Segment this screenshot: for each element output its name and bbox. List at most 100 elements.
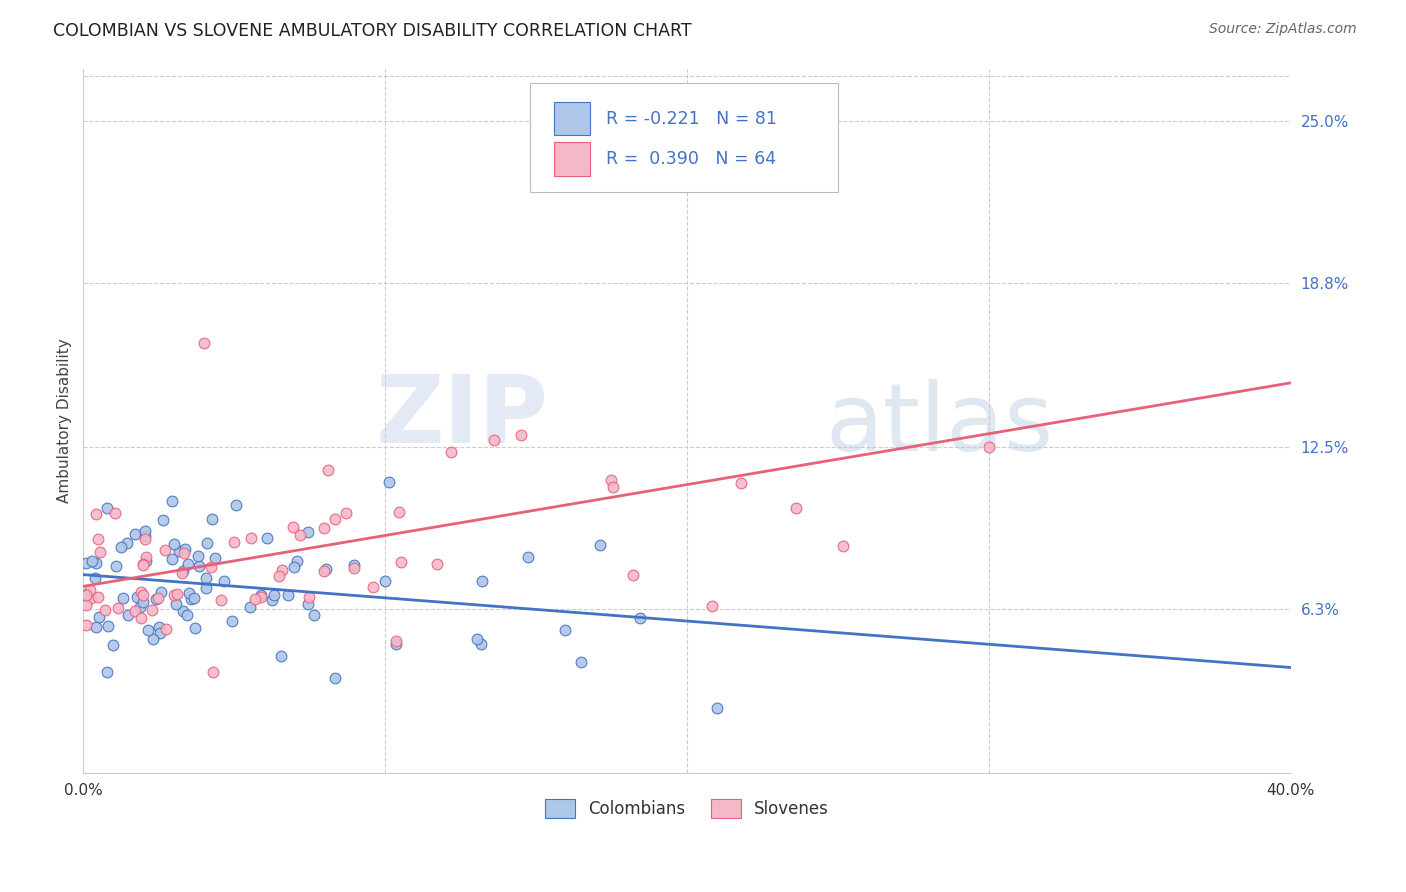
Point — [589, 537, 612, 551]
Point — [79, 582, 101, 597]
Point — [131, 595, 153, 609]
Point — [160, 551, 183, 566]
Legend: Colombians, Slovenes: Colombians, Slovenes — [538, 792, 835, 825]
Text: R =  0.390   N = 64: R = 0.390 N = 64 — [606, 150, 776, 168]
Point — [201, 512, 224, 526]
Text: R = -0.221   N = 81: R = -0.221 N = 81 — [606, 110, 778, 128]
Point — [86, 620, 108, 634]
Point — [363, 580, 385, 594]
Point — [661, 155, 683, 169]
Point — [129, 585, 152, 599]
Point — [195, 536, 218, 550]
Point — [103, 638, 125, 652]
Point — [270, 649, 292, 664]
Point — [110, 540, 132, 554]
Point — [222, 535, 245, 549]
Point — [263, 588, 285, 602]
Point — [84, 556, 107, 570]
Point — [132, 558, 155, 573]
Point — [628, 610, 651, 624]
Point — [288, 528, 311, 542]
Point — [269, 568, 291, 582]
Point — [89, 610, 111, 624]
Point — [115, 536, 138, 550]
Point — [378, 475, 401, 490]
Point — [516, 549, 538, 564]
Point — [225, 498, 247, 512]
Point — [89, 545, 111, 559]
Point — [270, 563, 292, 577]
Point — [76, 587, 98, 601]
Point — [374, 574, 396, 589]
Point — [166, 587, 188, 601]
Point — [86, 590, 108, 604]
Point — [75, 599, 97, 613]
Point — [600, 473, 623, 487]
Point — [149, 585, 172, 599]
Point — [283, 520, 305, 534]
Point — [385, 638, 408, 652]
Point — [297, 597, 319, 611]
Point — [569, 655, 592, 669]
Point — [315, 562, 337, 576]
Point — [239, 599, 262, 614]
Point — [162, 493, 184, 508]
Point — [214, 574, 236, 588]
Point — [94, 603, 117, 617]
Point — [977, 440, 1000, 454]
Point — [470, 637, 492, 651]
Point — [706, 701, 728, 715]
Text: COLOMBIAN VS SLOVENE AMBULATORY DISABILITY CORRELATION CHART: COLOMBIAN VS SLOVENE AMBULATORY DISABILI… — [53, 22, 692, 40]
Point — [172, 604, 194, 618]
Point — [509, 428, 531, 442]
Point — [96, 665, 118, 679]
Point — [83, 571, 105, 585]
Point — [277, 588, 299, 602]
Point — [124, 526, 146, 541]
Point — [256, 531, 278, 545]
Point — [209, 593, 232, 607]
Point — [112, 591, 135, 605]
Point — [167, 544, 190, 558]
Point — [96, 500, 118, 515]
Point — [832, 539, 855, 553]
Point — [117, 607, 139, 622]
Point — [132, 588, 155, 602]
Point — [165, 597, 187, 611]
Point — [285, 554, 308, 568]
Point — [105, 558, 128, 573]
Point — [176, 608, 198, 623]
Point — [343, 560, 366, 574]
Point — [250, 591, 273, 605]
Point — [385, 633, 408, 648]
Point — [785, 500, 807, 515]
Point — [316, 463, 339, 477]
Point — [174, 541, 197, 556]
Point — [184, 621, 207, 635]
Point — [314, 565, 336, 579]
Point — [221, 614, 243, 628]
Point — [250, 588, 273, 602]
Point — [145, 592, 167, 607]
Point — [163, 536, 186, 550]
Point — [283, 560, 305, 574]
Point — [389, 555, 412, 569]
Point — [149, 626, 172, 640]
Point — [200, 560, 222, 574]
Point — [465, 632, 488, 646]
Point — [201, 665, 224, 679]
Point — [84, 508, 107, 522]
Point — [134, 529, 156, 543]
Text: Source: ZipAtlas.com: Source: ZipAtlas.com — [1209, 22, 1357, 37]
Point — [134, 524, 156, 538]
Point — [312, 520, 335, 534]
Point — [80, 591, 103, 606]
Point — [177, 558, 200, 572]
Point — [195, 581, 218, 595]
Point — [153, 543, 176, 558]
FancyBboxPatch shape — [554, 142, 591, 176]
Point — [240, 532, 263, 546]
Point — [124, 604, 146, 618]
Point — [183, 591, 205, 605]
Point — [155, 622, 177, 636]
